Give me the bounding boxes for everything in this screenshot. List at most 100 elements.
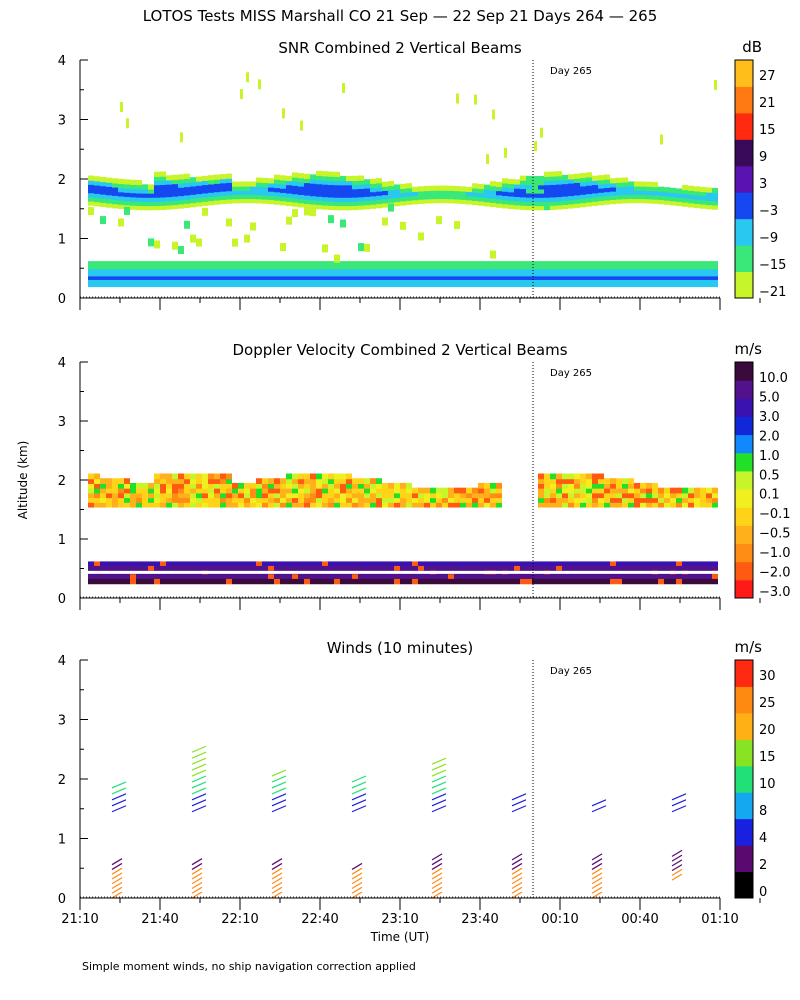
snr-cell: [256, 264, 262, 270]
velocity-cell: [442, 570, 448, 574]
colorbar-tick-label: 0.5: [759, 468, 780, 483]
velocity-cell: [142, 497, 148, 503]
velocity-cell: [484, 482, 490, 489]
velocity-cell: [382, 497, 388, 503]
velocity-cell: [208, 561, 214, 566]
snr-cell: [400, 278, 406, 284]
snr-cell: [322, 196, 328, 202]
snr-cell: [598, 175, 604, 181]
wind-barb: [431, 757, 447, 765]
velocity-cell: [310, 570, 316, 574]
velocity-cell: [148, 482, 154, 489]
velocity-cell: [472, 487, 478, 494]
colorbar-swatch: [735, 362, 753, 381]
velocity-cell: [124, 487, 130, 494]
snr-cell: [286, 175, 292, 182]
snr-cell: [358, 282, 364, 288]
colorbar-tick-label: 3.0: [759, 410, 780, 425]
snr-cell: [580, 261, 586, 266]
velocity-cell: [382, 573, 388, 579]
snr-cell: [586, 201, 592, 207]
snr-cell: [532, 192, 538, 198]
velocity-cell: [670, 573, 676, 579]
velocity-cell: [244, 487, 250, 494]
colorbar-tick-label: 0.1: [759, 488, 780, 503]
velocity-cell: [430, 570, 436, 574]
velocity-cell: [124, 561, 130, 566]
snr-cell: [106, 278, 112, 284]
snr-cell: [628, 275, 634, 280]
snr-cell: [454, 194, 460, 200]
velocity-cell: [274, 573, 280, 579]
snr-cell: [550, 204, 556, 210]
snr-cell: [550, 278, 556, 284]
wind-barb: [591, 877, 603, 885]
velocity-cell: [412, 570, 418, 574]
snr-cell: [202, 192, 208, 198]
snr-cell: [340, 219, 346, 228]
velocity-cell: [220, 577, 226, 585]
snr-cell: [508, 261, 514, 266]
snr-cell: [220, 182, 226, 188]
snr-cell: [136, 192, 142, 198]
snr-cell: [136, 264, 142, 270]
velocity-cell: [298, 501, 304, 508]
velocity-cell: [652, 492, 658, 499]
velocity-cell: [550, 570, 556, 574]
snr-cell: [316, 195, 322, 201]
velocity-cell: [442, 577, 448, 585]
snr-cell: [214, 174, 220, 180]
snr-cell: [706, 271, 712, 277]
snr-cell: [190, 282, 196, 288]
velocity-cell: [586, 570, 592, 574]
snr-cell: [616, 198, 622, 204]
snr-cell: [268, 182, 274, 188]
snr-cell: [304, 271, 310, 277]
snr-cell: [406, 275, 412, 280]
velocity-cell: [196, 501, 202, 508]
velocity-cell: [160, 473, 166, 480]
velocity-cell: [466, 487, 472, 494]
velocity-cell: [124, 577, 130, 585]
snr-cell: [322, 175, 328, 181]
velocity-cell: [334, 564, 340, 571]
snr-cell: [214, 191, 220, 197]
snr-cell: [292, 271, 298, 277]
snr-cell: [112, 278, 118, 284]
snr-cell: [448, 261, 454, 266]
velocity-cell: [166, 577, 172, 585]
velocity-cell: [184, 497, 190, 503]
velocity-cell: [178, 497, 184, 503]
snr-cell: [316, 183, 322, 189]
snr-cell: [478, 188, 484, 194]
velocity-cell: [436, 577, 442, 585]
velocity-cell: [262, 487, 268, 494]
velocity-cell: [94, 473, 100, 480]
y-tick-label: 1: [58, 533, 66, 548]
velocity-cell: [94, 492, 100, 499]
snr-cell: [538, 192, 544, 198]
velocity-cell: [154, 570, 160, 574]
wind-barb: [191, 858, 203, 866]
snr-cell: [592, 192, 598, 198]
velocity-cell: [190, 573, 196, 579]
snr-cell: [700, 264, 706, 270]
velocity-cell: [682, 573, 688, 579]
snr-cell: [436, 216, 442, 225]
velocity-cell: [472, 497, 478, 503]
snr-cell: [592, 200, 598, 206]
velocity-cell: [364, 497, 370, 503]
velocity-cell: [484, 577, 490, 585]
velocity-cell: [388, 501, 394, 508]
snr-cell: [640, 278, 646, 284]
snr-cell: [610, 268, 616, 273]
snr-cell: [322, 282, 328, 288]
velocity-cell: [598, 501, 604, 508]
velocity-cell: [106, 497, 112, 503]
velocity-cell: [214, 501, 220, 508]
velocity-cell: [130, 497, 136, 503]
snr-cell: [358, 196, 364, 202]
snr-cell: [232, 275, 238, 280]
snr-cell: [304, 261, 310, 266]
velocity-cell: [592, 564, 598, 571]
